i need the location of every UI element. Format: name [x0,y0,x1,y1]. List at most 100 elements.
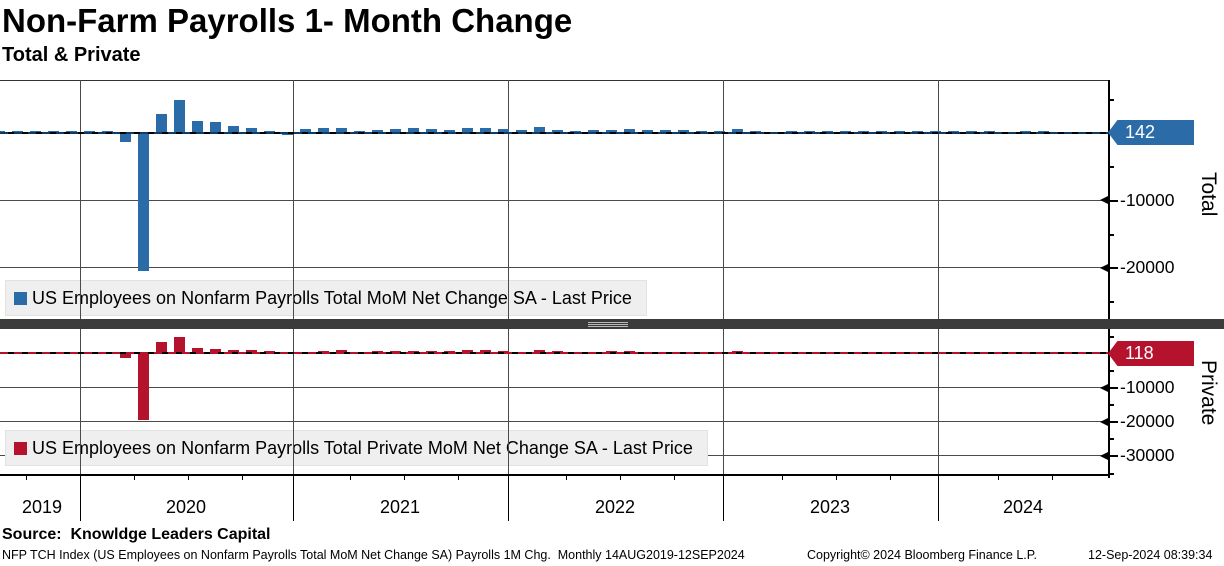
x-tick [890,474,891,480]
v-gridline [508,80,509,474]
x-tick [998,474,999,480]
x-tick [836,474,837,480]
panel-resize-handle[interactable] [588,321,628,327]
bar [533,350,545,353]
y-tick [1107,267,1118,270]
h-gridline [0,199,1108,201]
last-price-badge-total[interactable]: 142 [1108,120,1194,145]
bar [155,341,167,353]
y-tick [1107,199,1118,202]
x-axis-line [0,474,1108,476]
last-price-line [0,351,1108,354]
y-tick-arrow-icon [1100,196,1108,205]
x-tick [26,474,27,480]
x-tick [566,474,567,480]
bar [335,350,347,353]
h-gridline [0,421,1108,423]
x-year-label: 2023 [809,497,851,517]
x-year-tick [508,474,509,521]
bar [407,127,419,133]
v-gridline [723,80,724,474]
bar [641,130,653,133]
bar [137,132,149,271]
plot-top-border [0,80,1108,81]
bar [479,350,491,353]
bar [983,130,995,133]
bar [317,127,329,133]
footer-description: NFP TCH Index (US Employees on Nonfarm P… [2,548,745,562]
x-year-label: 2020 [165,497,207,517]
bar [677,130,689,133]
y-minor-tick [1108,233,1114,236]
y-minor-tick [1108,404,1114,407]
y-tick [1107,421,1118,424]
bar [191,120,203,133]
bar [173,99,185,133]
y-tick-arrow-icon [1100,417,1108,426]
bar [245,128,257,133]
bar [425,129,437,133]
y-tick-label: -10000 [1120,377,1175,397]
bar [209,121,221,133]
x-year-tick [293,474,294,521]
bar [731,129,743,133]
x-year-tick [80,474,81,521]
bar [227,349,239,353]
bar [209,349,221,353]
bar [155,113,167,133]
x-tick [782,474,783,480]
y-tick-arrow-icon [1100,263,1108,272]
bar [119,132,131,142]
y-minor-tick [1108,438,1114,441]
bar [461,350,473,353]
bar [119,352,131,358]
y-tick [1107,455,1118,458]
page-title: Non-Farm Payrolls 1- Month Change [2,2,573,39]
last-price-line [0,131,1108,134]
bar [461,128,473,133]
bar [551,129,563,133]
v-gridline [80,80,81,474]
bar [407,350,419,353]
bar [443,129,455,133]
x-tick [188,474,189,480]
y-minor-tick [1108,369,1114,372]
bar [659,130,671,133]
chart-subtitle: Total & Private [2,44,141,66]
bar [623,128,635,133]
x-tick [350,474,351,480]
y-minor-tick [1108,300,1114,303]
h-gridline [0,387,1108,388]
bar [479,128,491,133]
y-minor-tick [1108,98,1114,101]
bar [803,130,815,133]
legend-total[interactable]: US Employees on Nonfarm Payrolls Total M… [5,280,647,316]
x-tick [242,474,243,480]
legend-private[interactable]: US Employees on Nonfarm Payrolls Total P… [5,430,708,466]
axis-label-private: Private [1197,360,1220,426]
y-tick-arrow-icon [1100,383,1108,392]
bar [281,132,293,135]
y-minor-tick [1108,472,1114,475]
bar [137,352,149,420]
bar [299,129,311,133]
legend-total-label: US Employees on Nonfarm Payrolls Total M… [32,287,632,308]
panel-divider [0,319,1224,329]
series-swatch-total-icon [14,291,27,305]
footer-timestamp: 12-Sep-2024 08:39:34 [1088,548,1213,562]
x-year-tick [723,474,724,521]
x-tick [404,474,405,480]
bar [227,126,239,133]
series-swatch-private-icon [14,441,27,455]
x-tick [458,474,459,480]
bar [605,130,617,133]
x-year-label: 2024 [1002,497,1044,517]
x-year-label: 2021 [379,497,421,517]
bar [515,130,527,133]
y-minor-tick [1108,166,1114,169]
bar [173,337,185,353]
x-tick [674,474,675,480]
bar [335,127,347,133]
last-price-badge-private[interactable]: 118 [1108,341,1194,366]
y-minor-tick [1108,335,1114,338]
